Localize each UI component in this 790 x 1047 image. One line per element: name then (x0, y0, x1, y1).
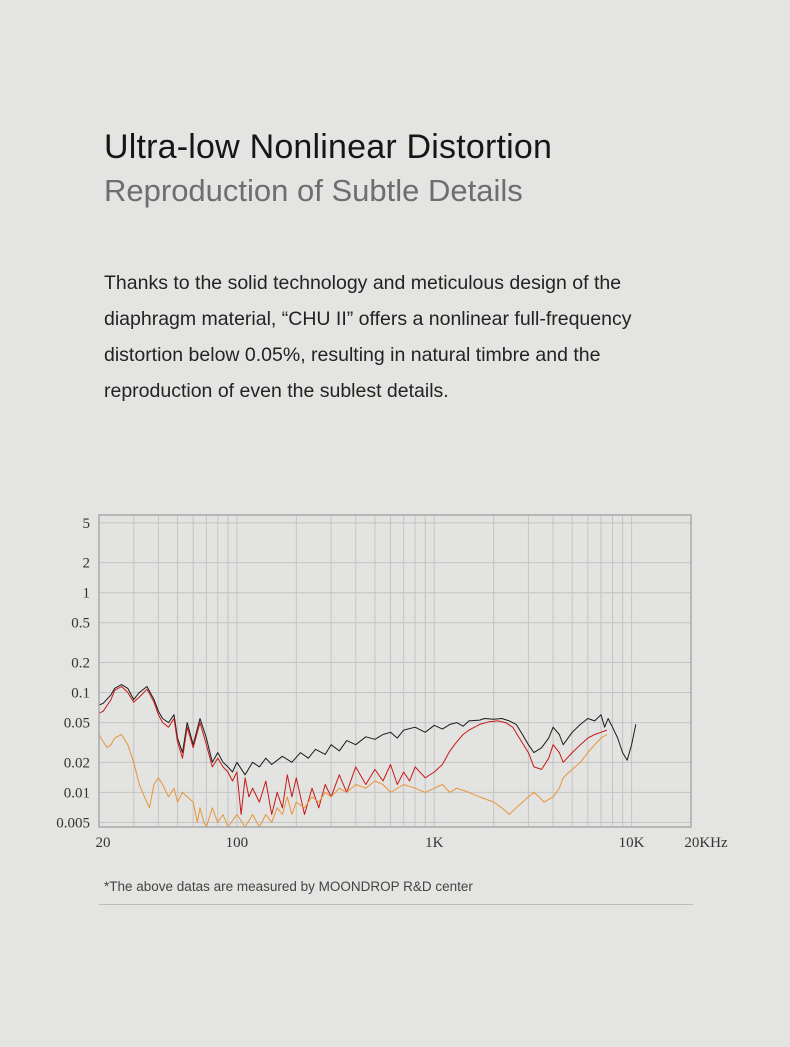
page-title: Ultra-low Nonlinear Distortion (104, 128, 553, 166)
page-subtitle: Reproduction of Subtle Details (104, 173, 523, 208)
y-tick-label: 0.5 (71, 616, 90, 632)
y-tick-label: 0.01 (64, 785, 90, 801)
y-tick-label: 5 (83, 516, 91, 532)
y-tick-label: 0.2 (71, 655, 90, 671)
x-tick-label: 100 (226, 835, 249, 851)
series-line-3 (98, 734, 608, 828)
x-tick-label: 1K (425, 835, 444, 851)
x-tick-label: 20KHz (684, 835, 728, 851)
y-tick-label: 2 (83, 556, 91, 572)
x-tick-label: 10K (619, 835, 645, 851)
y-tick-label: 0.1 (71, 686, 90, 702)
y-tick-label: 0.02 (64, 755, 90, 771)
series-line-2 (98, 686, 608, 815)
measurement-footnote: *The above datas are measured by MOONDRO… (104, 879, 473, 894)
distortion-chart-svg: 5 2 1 0.5 0.2 0.1 0.05 0.02 0.01 0.005 20 100 1K 10K 2… (56, 514, 728, 851)
series-line-1 (98, 684, 637, 776)
y-tick-label: 0.05 (64, 716, 90, 732)
footnote-divider (99, 904, 693, 905)
plot-area (99, 515, 691, 827)
description-paragraph: Thanks to the solid technology and metic… (104, 272, 632, 402)
x-tick-label: 20 (96, 835, 111, 851)
y-tick-label: 0.005 (56, 815, 90, 831)
distortion-chart: 5 2 1 0.5 0.2 0.1 0.05 0.02 0.01 0.005 20 100 1K 10K 2… (0, 500, 790, 860)
y-tick-label: 1 (83, 586, 91, 602)
plot-frame (98, 514, 692, 828)
